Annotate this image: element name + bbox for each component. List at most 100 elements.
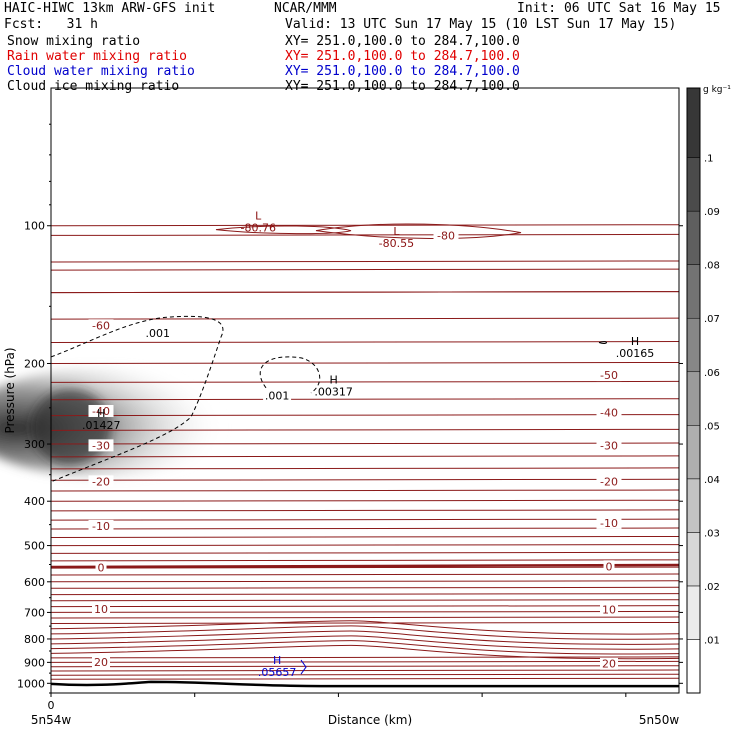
isotherm-label-bg xyxy=(92,602,110,615)
terrain-line xyxy=(50,680,679,688)
field-rain: Rain water mixing ratio xyxy=(7,49,188,64)
isotherm-label-bg xyxy=(603,560,615,573)
isotherm-line xyxy=(50,527,680,530)
isotherm-line xyxy=(50,610,680,613)
colorbar-tick-label: .1 xyxy=(704,154,714,165)
extremum-marker: L xyxy=(393,225,400,238)
isotherm-line xyxy=(50,478,680,481)
colorbar-cell xyxy=(686,532,701,587)
isotherm-line xyxy=(50,580,680,583)
y-tick-label: 500 xyxy=(24,540,45,553)
isotherm-line xyxy=(50,414,680,417)
isotherm-line xyxy=(50,616,680,619)
org-label: NCAR/MMM xyxy=(274,1,337,16)
isotherm-line xyxy=(50,665,680,668)
isotherm-label: -20 xyxy=(600,475,618,488)
isotherm-line xyxy=(50,268,680,271)
isotherm-label-bg xyxy=(596,475,622,488)
isotherm-minus80-contour xyxy=(215,225,352,235)
isotherm-line xyxy=(50,509,680,512)
isotherm-line xyxy=(50,673,680,676)
isotherm-line xyxy=(50,669,680,672)
isotherm-label: -10 xyxy=(600,517,618,530)
isotherm-label: 20 xyxy=(602,658,616,671)
extremum-marker: H xyxy=(273,654,281,667)
isotherm-line xyxy=(50,621,680,624)
field-cloud-ice: Cloud ice mixing ratio xyxy=(7,79,180,94)
isotherm-label: -30 xyxy=(600,439,618,452)
x-axis-label: Distance (km) xyxy=(328,713,412,727)
isotherm-line xyxy=(50,640,680,655)
field-rain-xy: XY= 251.0,100.0 to 284.7,100.0 xyxy=(285,49,520,64)
isotherm-label-bg xyxy=(600,657,618,670)
colorbar-cell xyxy=(686,317,701,373)
isotherm-label-bg xyxy=(596,406,622,419)
ice-contour-001 xyxy=(50,315,224,483)
x-endpoint-right: 5n50w xyxy=(639,713,680,727)
isotherm-label-bg xyxy=(433,229,459,242)
colorbar-frame xyxy=(686,87,701,694)
colorbar-tick-label: .04 xyxy=(704,475,720,486)
isotherm-line xyxy=(50,635,680,650)
model-title: HAIC-HIWC 13km ARW-GFS init xyxy=(4,1,216,16)
y-tick-label: 200 xyxy=(24,357,45,370)
extremum-value: .01427 xyxy=(82,419,121,432)
isotherm-label-bg xyxy=(88,319,114,332)
isotherm-line xyxy=(50,518,680,521)
isotherm-label-bg xyxy=(596,439,622,452)
extremum-value: .05657 xyxy=(258,666,297,679)
isotherm-label-bg xyxy=(596,516,622,529)
isotherm-line xyxy=(50,489,680,492)
isotherm-line xyxy=(50,544,680,547)
isotherm-line xyxy=(50,380,680,383)
isotherm-label: -20 xyxy=(92,475,110,488)
extremum-value: .00317 xyxy=(314,386,353,399)
field-cloud-ice-xy: XY= 251.0,100.0 to 284.7,100.0 xyxy=(285,79,520,94)
y-axis-label: Pressure (hPa) xyxy=(3,347,17,433)
isotherm-line xyxy=(50,291,680,294)
isotherm-line xyxy=(50,573,680,576)
isotherm-line xyxy=(50,620,680,635)
contour-label-bg xyxy=(143,326,172,339)
extremum-value: .00165 xyxy=(616,347,655,360)
isotherm-line xyxy=(50,586,680,589)
isotherm-line xyxy=(50,455,680,458)
field-cloud-water: Cloud water mixing ratio xyxy=(7,64,195,79)
extremum-value: -80.55 xyxy=(379,237,414,250)
isotherm-label: 0 xyxy=(606,560,613,573)
contour-label-bg xyxy=(263,389,292,402)
isotherm-line xyxy=(50,341,680,344)
colorbar-cell xyxy=(686,210,701,265)
valid-time: Valid: 13 UTC Sun 17 May 15 (10 LST Sun … xyxy=(285,17,677,32)
contour-label: .001 xyxy=(265,390,290,403)
isotherm-label: -10 xyxy=(92,520,110,533)
ice-contour-001 xyxy=(259,356,321,394)
y-tick-label: 800 xyxy=(24,633,45,646)
extremum-marker: H xyxy=(631,335,639,348)
isotherm-line xyxy=(50,656,680,659)
isotherm-label: -40 xyxy=(600,407,618,420)
colorbar-cell xyxy=(686,425,701,480)
colorbar-tick-label: .06 xyxy=(704,368,720,379)
isotherm-label: 0 xyxy=(98,561,105,574)
colorbar-cell xyxy=(686,371,701,426)
isotherm-line xyxy=(50,317,680,320)
isotherm-label-bg xyxy=(92,655,110,668)
isotherm-line xyxy=(50,599,680,602)
isotherm-label: -80 xyxy=(437,229,455,242)
isotherm-label: 10 xyxy=(602,604,616,617)
contour-label: .001 xyxy=(146,327,171,340)
isotherm-line xyxy=(50,398,680,401)
field-cloud-water-xy: XY= 251.0,100.0 to 284.7,100.0 xyxy=(285,64,520,79)
isotherm-line xyxy=(50,428,680,431)
y-tick-label: 300 xyxy=(24,438,45,451)
colorbar-tick-label: .03 xyxy=(704,528,720,539)
isotherm-line xyxy=(50,361,680,364)
field-snow-xy: XY= 251.0,100.0 to 284.7,100.0 xyxy=(285,34,520,49)
isotherm-line xyxy=(50,625,680,640)
extremum-value: -80.76 xyxy=(241,222,276,235)
isotherm-line xyxy=(50,559,680,562)
field-snow: Snow mixing ratio xyxy=(7,34,141,49)
plot-frame xyxy=(50,87,680,694)
